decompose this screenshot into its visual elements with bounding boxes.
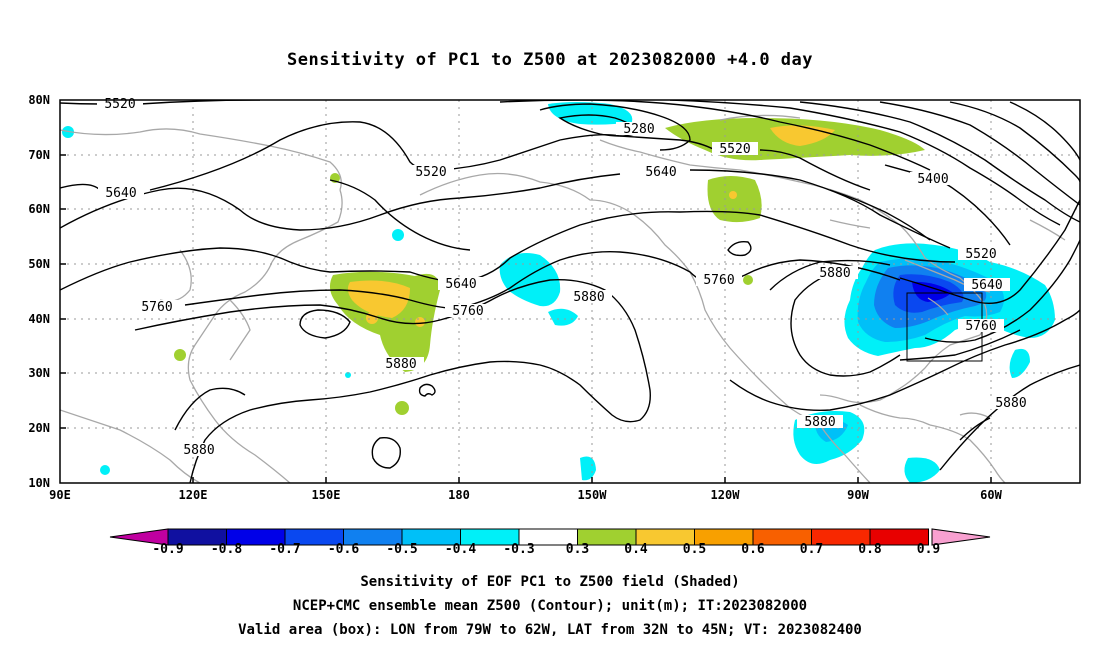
contour-label: 5880 bbox=[573, 290, 604, 305]
map-title: Sensitivity of PC1 to Z500 at 2023082000… bbox=[286, 50, 813, 70]
contour-label: 5520 bbox=[965, 247, 996, 262]
colorbar-label: 0.5 bbox=[682, 542, 707, 557]
contour-label: 5880 bbox=[804, 415, 835, 430]
colorbar-label: -0.7 bbox=[269, 542, 301, 557]
colorbar-label: 0.8 bbox=[858, 542, 882, 557]
lat-label-60n: 60N bbox=[28, 202, 50, 216]
graticule bbox=[60, 100, 1080, 483]
colorbar-label: -0.3 bbox=[503, 542, 535, 557]
colorbar-label: -0.9 bbox=[152, 542, 184, 557]
contour-label: 5880 bbox=[995, 396, 1026, 411]
contour-label: 5520 bbox=[415, 165, 446, 180]
contour-label: 5520 bbox=[719, 142, 750, 157]
lat-label-40n: 40N bbox=[28, 312, 50, 326]
contour-label: 5640 bbox=[105, 186, 136, 201]
contour-label: 5760 bbox=[965, 319, 996, 334]
lat-label-50n: 50N bbox=[28, 257, 50, 271]
colorbar-box bbox=[869, 528, 929, 546]
contour-labels: 5520 5280 5520 5520 5640 5640 5400 5520 … bbox=[97, 97, 1034, 458]
colorbar-label: -0.8 bbox=[210, 542, 243, 557]
lon-label-120w: 120W bbox=[710, 488, 740, 502]
colorbar-label: 0.7 bbox=[799, 542, 824, 557]
contour-label: 5400 bbox=[917, 172, 948, 187]
contour-label: 5760 bbox=[141, 300, 172, 315]
contour-label: 5760 bbox=[703, 273, 734, 288]
caption-line-3: Valid area (box): LON from 79W to 62W, L… bbox=[238, 622, 862, 638]
colorbar-label: -0.5 bbox=[386, 542, 418, 557]
lon-label-90w: 90W bbox=[847, 488, 869, 502]
colorbar-label: 0.4 bbox=[624, 542, 648, 557]
colorbar-label: -0.6 bbox=[327, 542, 360, 557]
lon-label-180: 180 bbox=[448, 488, 470, 502]
lon-label-150w: 150W bbox=[577, 488, 607, 502]
lon-label-120e: 120E bbox=[178, 488, 208, 502]
colorbar-label: 0.9 bbox=[916, 542, 941, 557]
lat-label-80n: 80N bbox=[28, 93, 50, 107]
contour-label: 5640 bbox=[445, 277, 476, 292]
contour-label: 5880 bbox=[819, 266, 850, 281]
contour-label: 5640 bbox=[645, 165, 676, 180]
lat-label-20n: 20N bbox=[28, 421, 50, 435]
contour-label: 5760 bbox=[452, 304, 483, 319]
colorbar-right-triangle bbox=[931, 528, 991, 546]
lat-label-30n: 30N bbox=[28, 366, 50, 380]
map-frame bbox=[59, 99, 1081, 484]
coastlines bbox=[60, 114, 1066, 483]
contour-label: 5640 bbox=[971, 278, 1002, 293]
caption-line-1: Sensitivity of EOF PC1 to Z500 field (Sh… bbox=[360, 574, 740, 590]
lon-label-60w: 60W bbox=[980, 488, 1002, 502]
colorbar-label: -0.4 bbox=[444, 542, 477, 557]
lon-label-150e: 150E bbox=[311, 488, 341, 502]
contour-label: 5280 bbox=[623, 122, 654, 137]
colorbar-label: 0.3 bbox=[565, 542, 590, 557]
colorbar-label: 0.6 bbox=[741, 542, 765, 557]
contour-label: 5880 bbox=[385, 357, 416, 372]
lat-label-10n: 10N bbox=[28, 476, 50, 490]
caption-line-2: NCEP+CMC ensemble mean Z500 (Contour); u… bbox=[292, 598, 808, 614]
lon-label-90e: 90E bbox=[49, 488, 71, 502]
lat-label-70n: 70N bbox=[28, 148, 50, 162]
contour-label: 5880 bbox=[183, 443, 214, 458]
